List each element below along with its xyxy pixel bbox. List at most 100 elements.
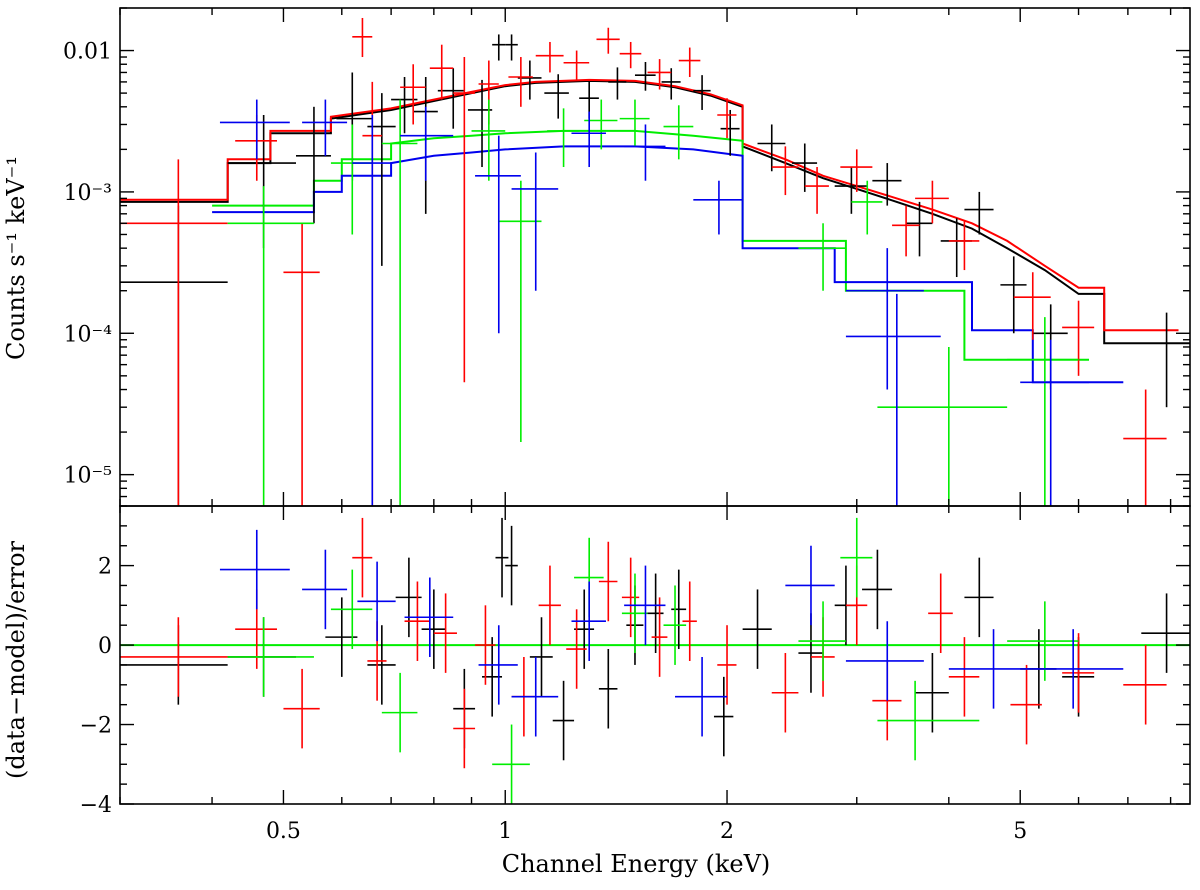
residual-point-red-6 [433,593,457,673]
residual-point-red-10 [538,565,561,646]
data-point-black-15 [634,61,656,91]
residual-point-black-22 [915,653,949,733]
data-point-black-21 [834,167,868,214]
x-axis-label: Channel Energy (keV) [502,850,771,878]
data-point-black-22 [872,163,902,206]
data-point-red-17 [771,146,799,196]
data-point-black-14 [608,67,627,100]
data-point-blue-8 [693,180,743,235]
model-line-red [120,78,1179,332]
data-point-red-7 [453,57,476,383]
residual-point-black-21 [862,549,893,630]
residual-point-black-15 [647,573,664,654]
data-point-red-22 [948,221,980,271]
data-point-black-0 [120,205,228,506]
residual-point-blue-9 [785,545,835,626]
data-point-black-12 [544,74,569,119]
residual-point-blue-1 [302,549,348,630]
data-point-black-10 [505,34,518,61]
data-point-blue-3 [400,106,454,181]
residual-point-red-22 [948,637,980,717]
top-y-tick-label-0.00001: 10⁻⁵ [64,464,112,489]
data-point-black-28 [1141,312,1190,408]
data-point-green-4 [498,180,542,443]
residual-point-red-21 [928,573,953,654]
residual-point-red-12 [598,541,618,622]
data-point-blue-0 [219,99,290,160]
residual-point-blue-7 [624,565,666,646]
bottom-panel-ylabel: (data−model)/error [2,540,30,779]
residual-point-green-8 [840,517,873,598]
data-point-green-1 [330,124,373,235]
model-line-black [120,79,1190,345]
residual-point-red-25 [1123,645,1167,725]
data-point-red-19 [840,149,873,192]
residual-point-red-8 [475,605,496,685]
bottom-panel-data [120,517,1190,804]
residual-point-blue-0 [219,529,290,610]
top-y-tick-label-0.001: 10⁻³ [64,181,112,206]
residual-point-black-19 [798,613,824,693]
data-point-red-15 [678,47,701,78]
residual-point-black-8 [495,517,509,598]
x-tick-label-0.5: 0.5 [266,819,301,844]
data-point-green-0 [227,186,314,506]
residual-point-red-2 [283,668,320,749]
data-point-black-16 [661,68,681,100]
data-point-black-26 [1000,256,1027,334]
residual-point-green-10 [1007,601,1079,681]
bottom-y-tick-label-2: 2 [98,555,112,580]
data-point-red-12 [596,27,620,54]
residual-point-blue-12 [1032,629,1124,709]
data-point-red-3 [352,17,373,58]
data-point-blue-11 [1020,339,1090,506]
residual-point-red-17 [771,653,799,733]
data-point-red-0 [120,159,228,506]
top-y-tick-label-0.01: 0.01 [63,40,112,65]
top-y-tick-label-0.0001: 10⁻⁴ [64,322,113,347]
residual-point-black-11 [552,680,575,761]
residual-point-black-18 [742,589,772,669]
residual-point-green-5 [621,573,648,654]
data-point-red-25 [1123,389,1167,506]
residual-point-red-5 [404,581,430,661]
data-point-black-25 [964,191,994,235]
residual-point-green-1 [330,569,373,650]
residual-point-red-7 [453,688,476,769]
data-point-black-11 [517,60,542,100]
residual-point-red-14 [651,597,668,677]
data-point-blue-4 [475,135,521,334]
bottom-y-tick-label-0: 0 [98,634,112,659]
residual-point-blue-6 [571,581,606,661]
data-point-green-5 [547,108,580,168]
residual-point-blue-10 [845,621,924,701]
residual-point-blue-8 [675,656,728,737]
residual-point-black-3 [367,625,396,705]
data-point-red-10 [535,41,564,73]
data-point-blue-9 [845,293,941,506]
x-tick-label-2: 2 [720,819,734,844]
data-point-black-17 [693,75,711,110]
data-point-red-2 [283,223,320,506]
data-point-red-5 [400,64,426,125]
data-point-black-18 [720,109,740,156]
x-tick-label-1: 1 [498,819,512,844]
residual-point-black-16 [671,569,687,650]
axes: 0.5 1 2 5 0.01 10⁻³ 10⁻⁴ 10⁻⁵ 2 0 −2 −4 [63,7,1191,844]
data-point-blue-5 [511,152,559,291]
residual-point-blue-2 [357,561,396,642]
residual-point-black-10 [529,617,553,697]
residual-point-red-13 [621,557,640,638]
residual-point-black-13 [598,649,618,729]
residual-point-black-23 [964,557,994,638]
residual-point-black-0 [120,625,228,705]
residual-point-green-3 [492,724,530,804]
data-point-green-8 [663,105,694,160]
residual-point-green-9 [877,680,980,761]
residual-point-red-0 [120,617,228,697]
data-point-red-11 [563,50,590,80]
data-point-green-11 [877,346,1008,506]
data-point-red-14 [647,59,672,90]
x-tick-label-5: 5 [1013,819,1027,844]
